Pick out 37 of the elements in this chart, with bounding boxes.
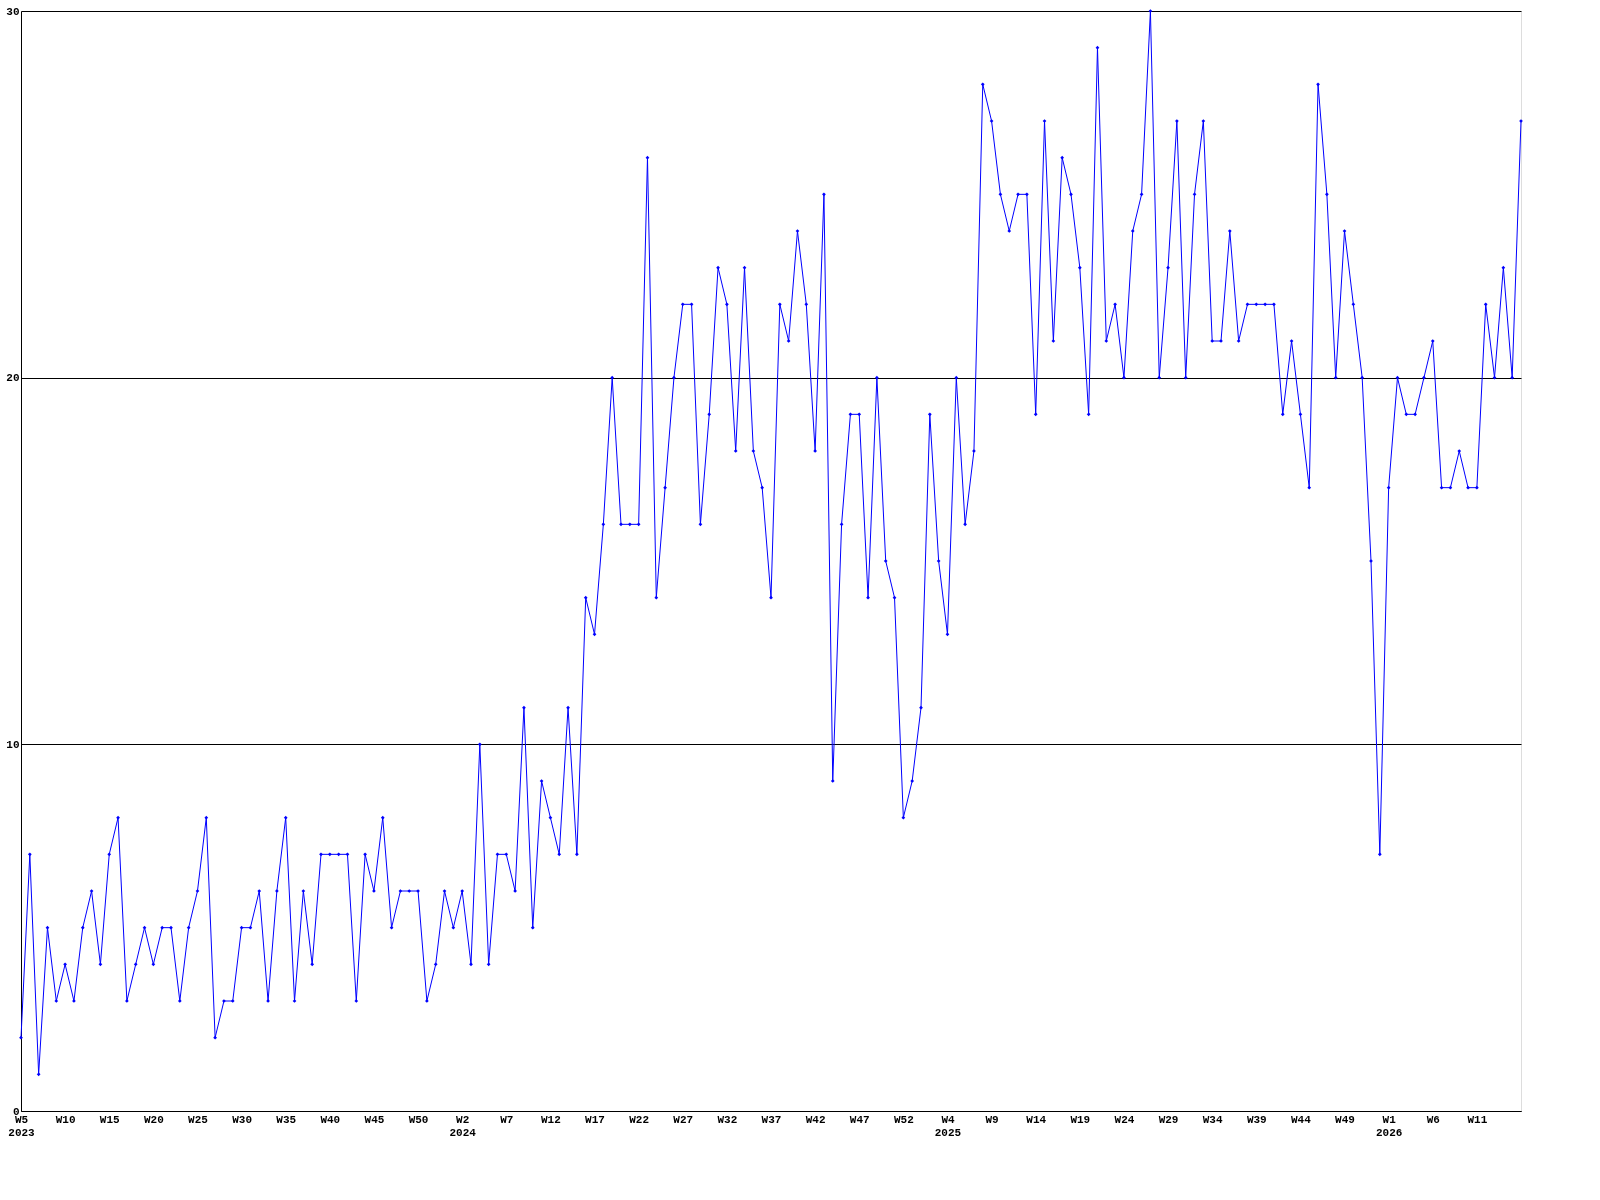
x-tick-label: W4 2025	[934, 1113, 962, 1139]
y-tick-label: 20	[6, 372, 20, 385]
x-tick-label: W32	[717, 1113, 738, 1126]
x-tick-label: W35	[276, 1113, 297, 1126]
x-tick-label: W39	[1246, 1113, 1267, 1126]
x-tick-label: W44	[1291, 1113, 1312, 1126]
x-tick-label: W6	[1426, 1113, 1440, 1126]
x-tick-label: W24	[1114, 1113, 1135, 1126]
x-tick-label: W12	[541, 1113, 561, 1126]
x-tick-label: W17	[585, 1113, 605, 1126]
x-tick-label: W50	[408, 1113, 429, 1126]
x-tick-label: W34	[1202, 1113, 1223, 1126]
x-tick-label: W30	[232, 1113, 252, 1126]
x-tick-label: W29	[1158, 1113, 1179, 1126]
x-tick-label: W10	[55, 1113, 76, 1126]
x-tick-label: W52	[893, 1113, 914, 1126]
x-tick-label: W14	[1026, 1113, 1047, 1126]
y-tick-label: 30	[6, 5, 20, 18]
x-tick-label: W37	[761, 1113, 782, 1126]
x-tick-label: W9	[985, 1113, 999, 1126]
x-tick-label: W20	[143, 1113, 164, 1126]
x-tick-label: W7	[500, 1113, 514, 1126]
x-tick-label: W25	[188, 1113, 209, 1126]
x-tick-label: W47	[849, 1113, 870, 1126]
x-tick-label: W22	[629, 1113, 650, 1126]
x-tick-label: W5 2023	[8, 1113, 36, 1139]
x-tick-label: W1 2026	[1375, 1113, 1403, 1139]
x-tick-label: W2 2024	[449, 1113, 477, 1139]
y-tick-label: 10	[6, 738, 20, 751]
x-tick-label: W45	[364, 1113, 385, 1126]
x-tick-label: W49	[1335, 1113, 1355, 1126]
x-tick-label: W19	[1070, 1113, 1091, 1126]
x-tick-label: W27	[673, 1113, 694, 1126]
x-tick-label: W11	[1467, 1113, 1488, 1126]
x-tick-label: W40	[320, 1113, 341, 1126]
x-tick-label: W42	[805, 1113, 826, 1126]
x-tick-label: W15	[99, 1113, 121, 1126]
